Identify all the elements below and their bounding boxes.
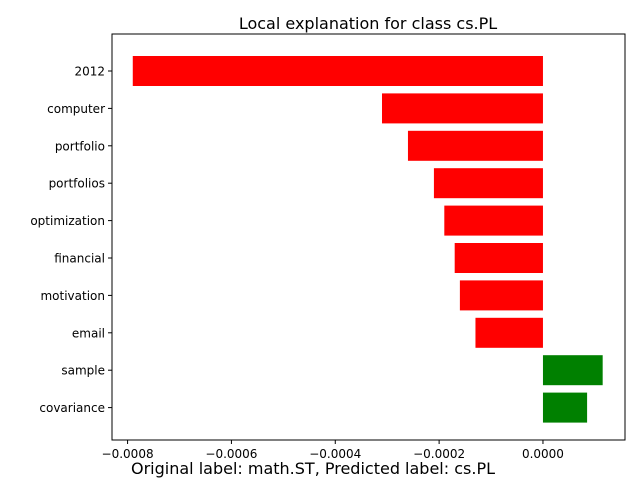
plot-frame: [111, 33, 626, 441]
y-tick-label: computer: [47, 102, 105, 116]
y-tick-label: email: [72, 326, 105, 340]
y-tick-label: sample: [61, 364, 105, 378]
x-tick-label: −0.0006: [205, 447, 257, 461]
y-axis-ticks: 2012 computer portfolio portfolios optimizat…: [30, 65, 112, 415]
y-tick-label: motivation: [40, 289, 105, 303]
x-tick-label: 0.0000: [522, 447, 564, 461]
chart-title: Local explanation for class cs.PL: [239, 14, 497, 33]
x-tick-label: −0.0002: [413, 447, 465, 461]
bar-computer: [382, 93, 543, 124]
bar-portfolios: [433, 168, 543, 199]
bar-email: [475, 317, 543, 348]
bar-portfolio: [407, 130, 543, 161]
bar-sample: [542, 355, 603, 386]
y-tick-label: covariance: [39, 401, 105, 415]
bar-motivation: [459, 280, 543, 311]
y-tick-label: financial: [54, 252, 105, 266]
x-tick-label: −0.0004: [309, 447, 361, 461]
bars-group: [132, 56, 603, 423]
y-tick-label: optimization: [30, 214, 105, 228]
bar-financial: [454, 243, 543, 273]
bar-2012: [132, 56, 543, 86]
x-axis-ticks: −0.0008 −0.0006 −0.0004 −0.0002 0.0000: [102, 440, 564, 461]
y-tick-label: portfolios: [49, 177, 105, 191]
prediction-caption: Original label: math.ST, Predicted label…: [131, 459, 496, 478]
y-tick-label: 2012: [74, 65, 105, 79]
bar-optimization: [444, 205, 543, 236]
x-tick-label: −0.0008: [102, 447, 154, 461]
bar-covariance: [542, 392, 588, 423]
y-tick-label: portfolio: [55, 139, 105, 153]
